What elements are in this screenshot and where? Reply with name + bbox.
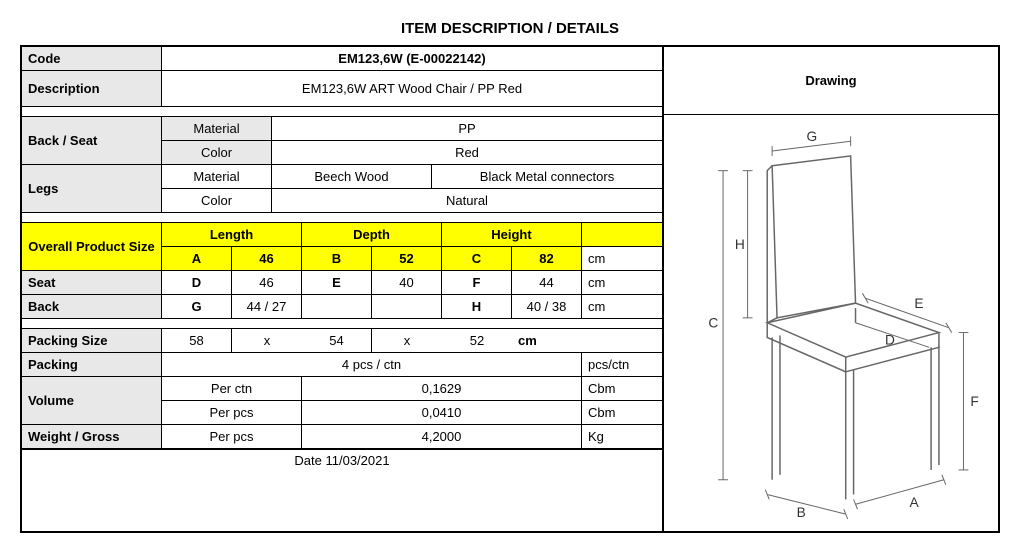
code-value: EM123,6W (E-00022142)	[162, 47, 662, 70]
diag-g: G	[806, 129, 817, 144]
dim-d: D	[162, 271, 232, 294]
legs-material-label: Material	[162, 165, 272, 188]
spacer	[22, 319, 662, 329]
weight-label: Weight / Gross	[22, 425, 162, 448]
diag-d: D	[885, 332, 895, 347]
diag-f: F	[970, 394, 978, 409]
depth-label: Depth	[302, 223, 442, 246]
height-label: Height	[442, 223, 582, 246]
dim-e: E	[302, 271, 372, 294]
spec-sheet: Code EM123,6W (E-00022142) Description E…	[20, 45, 1000, 533]
vol-ctn-val: 0,1629	[302, 377, 582, 400]
spacer	[22, 213, 662, 223]
diag-h: H	[735, 237, 745, 252]
seat-label: Seat	[22, 271, 162, 294]
packing-label: Packing	[22, 353, 162, 376]
page-title: ITEM DESCRIPTION / DETAILS	[20, 20, 1000, 37]
diag-c: C	[708, 316, 718, 331]
seat-unit: cm	[582, 271, 662, 294]
desc-label: Description	[22, 71, 162, 106]
dim-b-val: 52	[372, 247, 442, 270]
spec-table: Code EM123,6W (E-00022142) Description E…	[22, 47, 662, 531]
vol-u1: Cbm	[582, 377, 662, 400]
backseat-color: Red	[272, 141, 662, 164]
diag-e: E	[914, 296, 923, 311]
spacer	[22, 107, 662, 117]
date: Date 11/03/2021	[22, 449, 662, 471]
dim-unit: cm	[582, 247, 662, 270]
legs-material-2: Black Metal connectors	[432, 165, 662, 188]
dims-blank	[582, 223, 662, 246]
length-label: Length	[162, 223, 302, 246]
legs-color-label: Color	[162, 189, 272, 212]
dim-f-val: 44	[512, 271, 582, 294]
back-unit: cm	[582, 295, 662, 318]
back-label: Back	[22, 295, 162, 318]
material-label: Material	[162, 117, 272, 140]
weight-per-pcs: Per pcs	[162, 425, 302, 448]
dim-c-val: 82	[512, 247, 582, 270]
dim-e-val: 40	[372, 271, 442, 294]
volume-label: Volume	[22, 377, 162, 424]
p1: 58	[162, 329, 232, 352]
blank	[372, 295, 442, 318]
dim-g-val: 44 / 27	[232, 295, 302, 318]
legs-label: Legs	[22, 165, 162, 212]
blank	[302, 295, 372, 318]
p3: 52	[442, 329, 512, 352]
vol-pcs-val: 0,0410	[302, 401, 582, 424]
dim-h: H	[442, 295, 512, 318]
dim-g: G	[162, 295, 232, 318]
diag-b: B	[797, 505, 806, 520]
drawing-panel: Drawing	[662, 47, 998, 531]
legs-color: Natural	[272, 189, 662, 212]
backseat-material: PP	[272, 117, 662, 140]
weight-value: 4,2000	[302, 425, 582, 448]
x1: x	[232, 329, 302, 352]
p2: 54	[302, 329, 372, 352]
backseat-label: Back / Seat	[22, 117, 162, 164]
dim-d-val: 46	[232, 271, 302, 294]
packing-value: 4 pcs / ctn	[162, 353, 582, 376]
dim-f: F	[442, 271, 512, 294]
weight-unit: Kg	[582, 425, 662, 448]
dim-c: C	[442, 247, 512, 270]
packing-unit: cm	[512, 329, 662, 352]
chair-diagram: G H C E D F A B	[664, 115, 998, 531]
diag-a: A	[910, 495, 920, 510]
legs-material-1: Beech Wood	[272, 165, 432, 188]
drawing-label: Drawing	[664, 47, 998, 115]
dim-h-val: 40 / 38	[512, 295, 582, 318]
dims-header: Overall Product Size	[22, 223, 162, 270]
x2: x	[372, 329, 442, 352]
vol-per-pcs: Per pcs	[162, 401, 302, 424]
vol-per-ctn: Per ctn	[162, 377, 302, 400]
packing-per-unit: pcs/ctn	[582, 353, 662, 376]
code-label: Code	[22, 47, 162, 70]
dim-a-val: 46	[232, 247, 302, 270]
vol-u2: Cbm	[582, 401, 662, 424]
packing-size-label: Packing Size	[22, 329, 162, 352]
dim-b: B	[302, 247, 372, 270]
dim-a: A	[162, 247, 232, 270]
color-label: Color	[162, 141, 272, 164]
desc-value: EM123,6W ART Wood Chair / PP Red	[162, 71, 662, 106]
